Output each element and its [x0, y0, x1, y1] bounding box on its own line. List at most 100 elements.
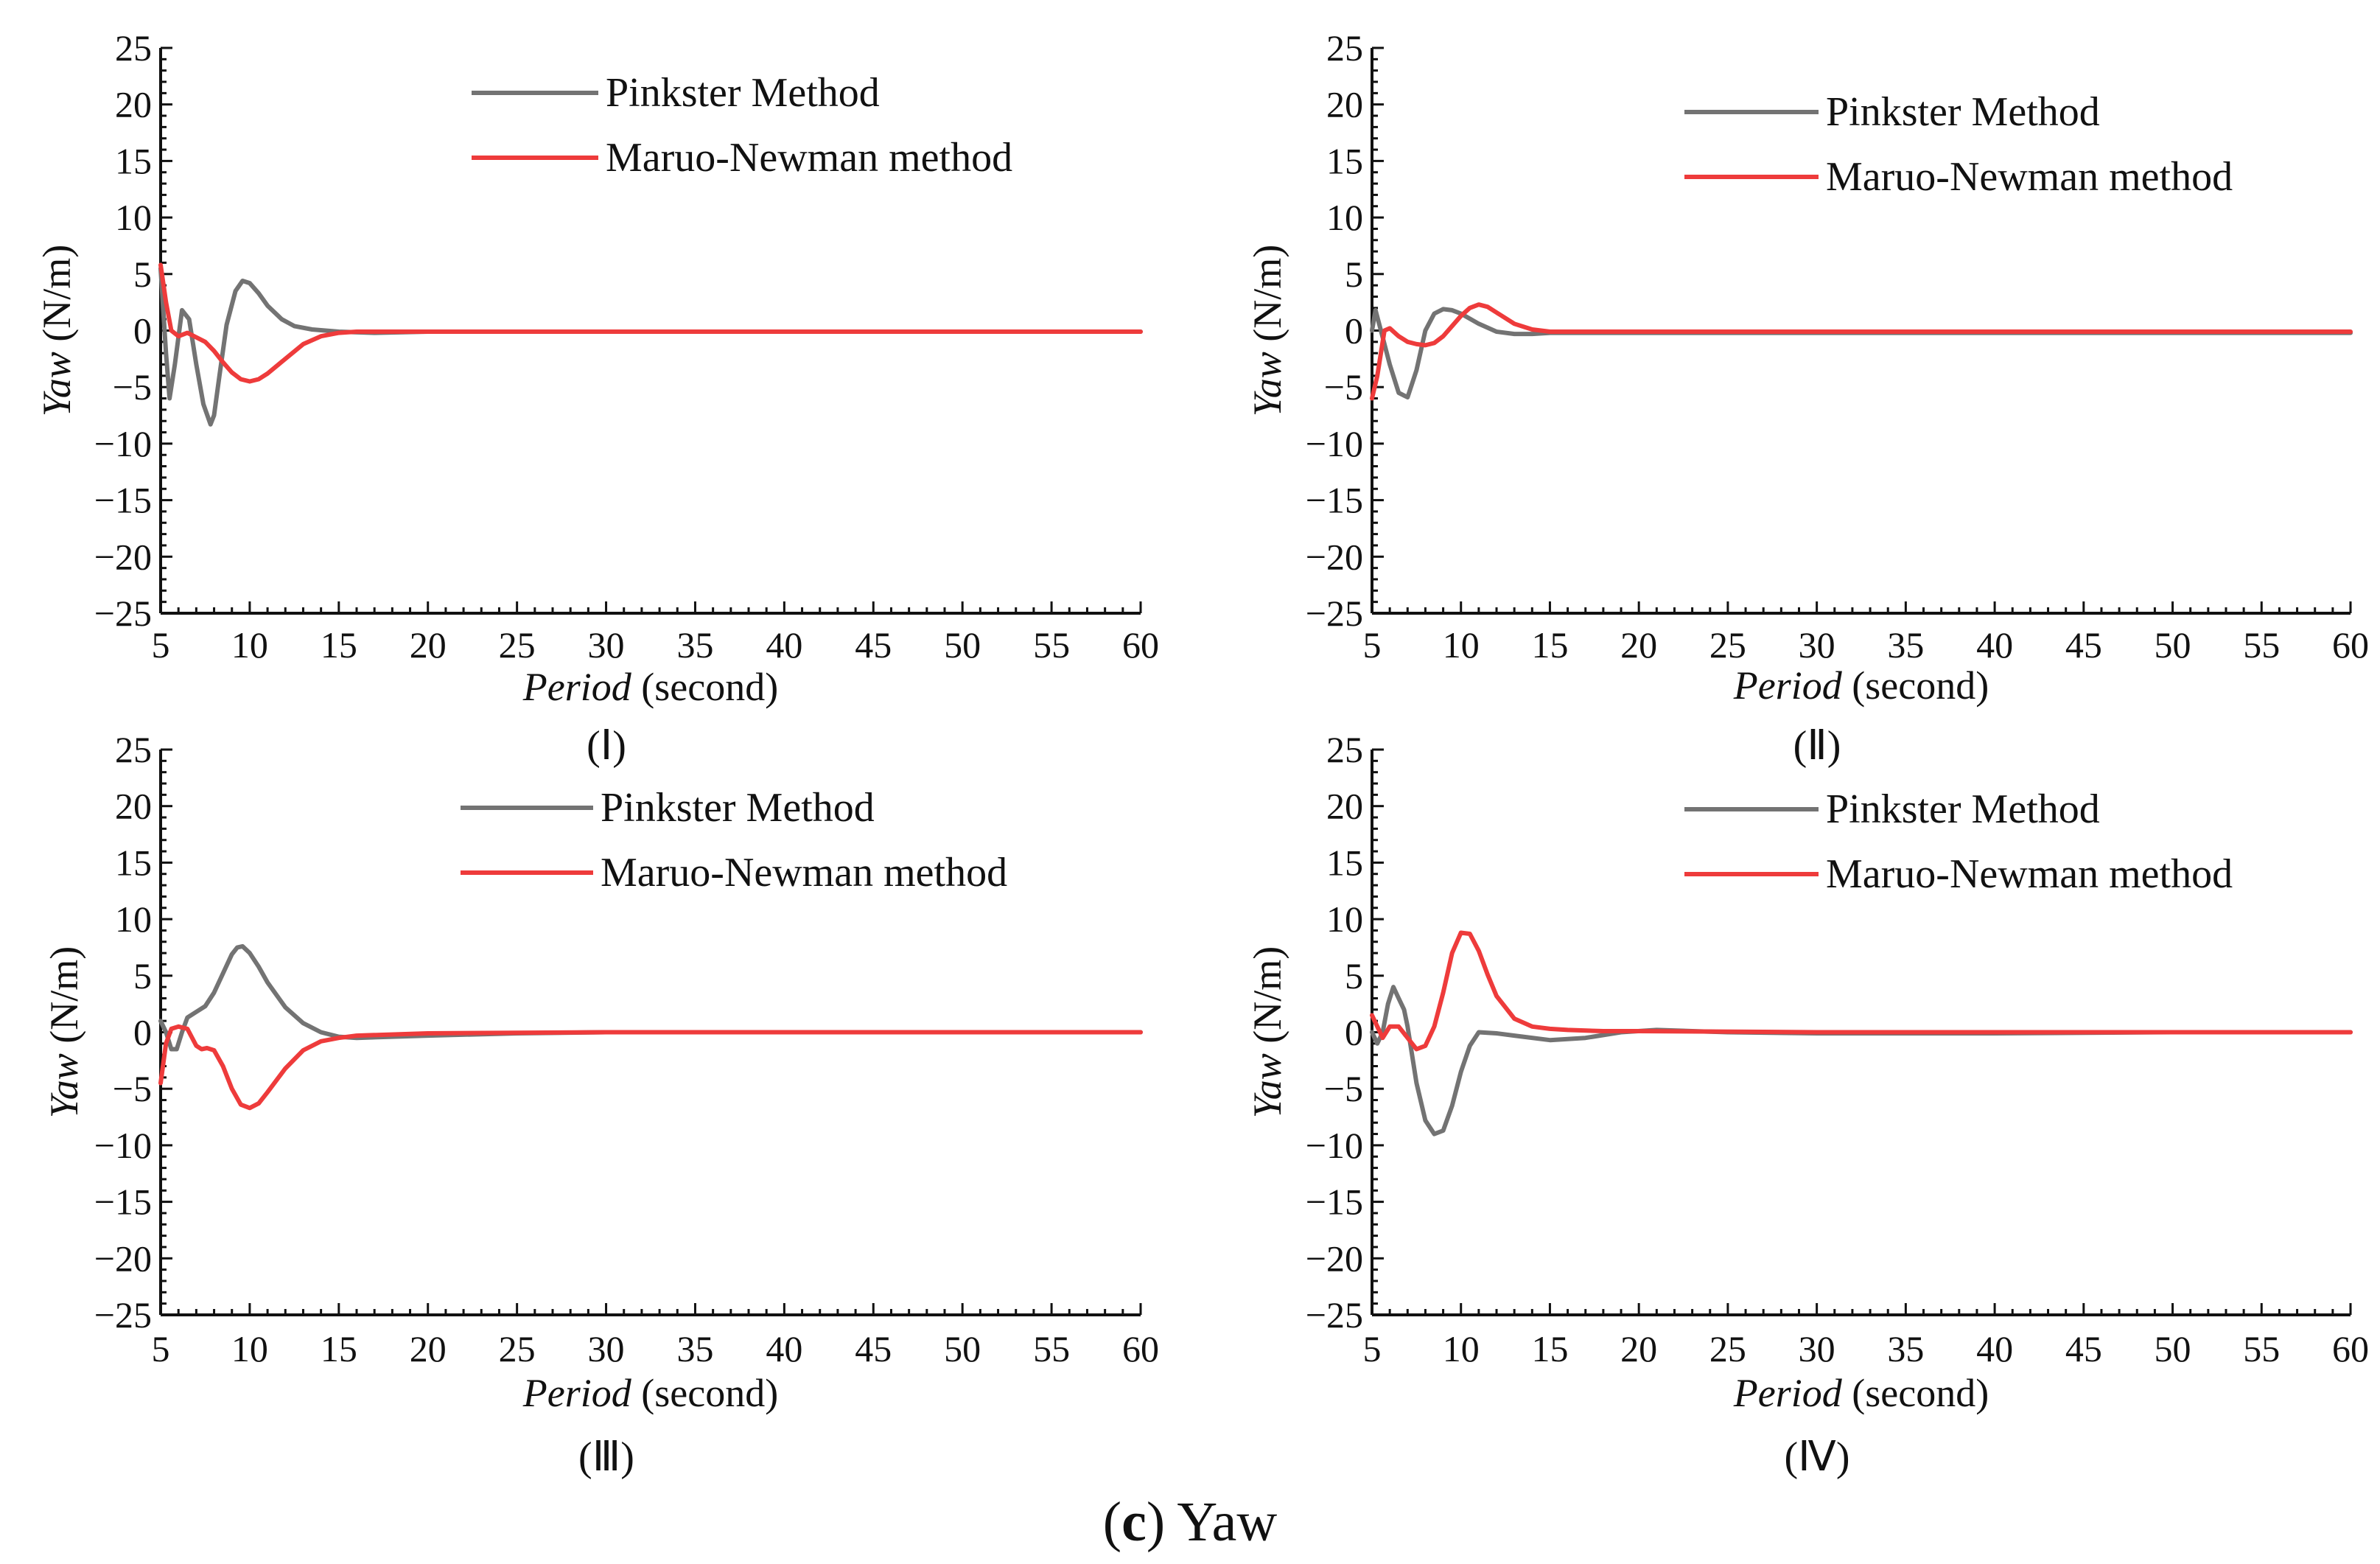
- y-tick-label: −10: [1306, 1125, 1363, 1166]
- x-axis-label-unit: (second): [1842, 663, 1989, 708]
- series-line-pinkster: [158, 266, 1143, 427]
- x-tick-label: 10: [231, 1328, 268, 1369]
- y-tick-label: −5: [1324, 366, 1363, 408]
- y-tick-label: −25: [1306, 1294, 1363, 1336]
- y-axis-label: Yaw (N/m): [1245, 245, 1289, 417]
- x-tick-label: 55: [2243, 1328, 2280, 1369]
- panel-label: (Ⅳ): [1785, 1434, 1850, 1480]
- y-tick-label: 20: [115, 786, 152, 827]
- y-tick-label: 20: [1326, 84, 1363, 125]
- x-tick-label: 10: [1443, 624, 1480, 666]
- x-tick-label: 45: [855, 624, 892, 666]
- y-tick-label: 0: [133, 310, 152, 352]
- y-axis-label-italic: Yaw: [1245, 1053, 1289, 1118]
- x-tick-label: 45: [855, 1328, 892, 1369]
- y-axis-label-italic: Yaw: [1245, 352, 1289, 416]
- x-axis-label-italic: Period: [522, 1371, 632, 1415]
- panel-label: (Ⅲ): [578, 1434, 634, 1480]
- y-tick-label: 5: [1345, 955, 1363, 996]
- legend-label-pinkster: Pinkster Method: [606, 70, 880, 116]
- y-axis-label-unit: (N/m): [1245, 245, 1289, 352]
- y-tick-label: 15: [1326, 140, 1363, 181]
- x-tick-label: 5: [1363, 1328, 1382, 1369]
- y-tick-label: 0: [1345, 310, 1363, 352]
- x-tick-label: 30: [1799, 1328, 1835, 1369]
- legend-label-pinkster: Pinkster Method: [601, 785, 875, 831]
- panel-label: (Ⅱ): [1793, 723, 1841, 769]
- y-tick-label: 5: [133, 254, 152, 295]
- y-tick-label: 5: [133, 955, 152, 996]
- legend-label-pinkster: Pinkster Method: [1826, 786, 2100, 832]
- y-tick-label: 20: [1326, 786, 1363, 827]
- x-tick-label: 25: [1709, 624, 1746, 666]
- x-tick-label: 55: [2243, 624, 2280, 666]
- x-tick-label: 20: [410, 1328, 447, 1369]
- x-tick-label: 55: [1033, 624, 1070, 666]
- y-axis-label-italic: Yaw: [42, 1053, 86, 1118]
- legend-label-maruo-newman: Maruo-Newman method: [1826, 851, 2233, 897]
- x-tick-label: 50: [944, 1328, 981, 1369]
- y-tick-label: 0: [133, 1012, 152, 1053]
- series-line-pinkster: [1370, 307, 2353, 399]
- figure-caption: (c) Yaw: [1103, 1491, 1278, 1553]
- x-tick-label: 10: [1443, 1328, 1480, 1369]
- y-axis-label: Yaw (N/m): [42, 946, 86, 1119]
- y-tick-label: −15: [1306, 1181, 1363, 1223]
- y-tick-label: −15: [94, 1181, 152, 1223]
- y-tick-label: −15: [1306, 480, 1363, 521]
- x-tick-label: 45: [2065, 624, 2102, 666]
- y-tick-label: 5: [1345, 254, 1363, 295]
- y-tick-label: 15: [115, 140, 152, 181]
- y-tick-label: −25: [1306, 593, 1363, 634]
- x-axis-label-italic: Period: [522, 665, 632, 709]
- y-tick-label: −20: [94, 536, 152, 577]
- x-axis-label: Period (second): [1733, 1371, 1989, 1415]
- x-tick-label: 15: [1531, 1328, 1568, 1369]
- y-tick-label: 25: [115, 729, 152, 770]
- x-axis-label-unit: (second): [631, 665, 778, 709]
- x-tick-label: 60: [1122, 1328, 1159, 1369]
- x-tick-label: 30: [1799, 624, 1835, 666]
- x-tick-label: 20: [1620, 1328, 1657, 1369]
- y-tick-label: −10: [94, 1125, 152, 1166]
- series-line-maruo-newman: [158, 1024, 1143, 1111]
- y-tick-label: 10: [115, 898, 152, 940]
- y-tick-label: 20: [115, 84, 152, 125]
- y-axis-label-unit: (N/m): [35, 245, 79, 352]
- y-axis-label: Yaw (N/m): [1245, 946, 1289, 1119]
- x-axis-label-italic: Period: [1733, 663, 1843, 708]
- series-line-maruo-newman: [1370, 930, 2353, 1052]
- x-tick-label: 50: [2155, 624, 2191, 666]
- x-tick-label: 5: [152, 624, 170, 666]
- y-axis-label: Yaw (N/m): [35, 245, 79, 417]
- x-tick-label: 35: [1887, 624, 1924, 666]
- y-tick-label: 15: [1326, 842, 1363, 883]
- x-tick-label: 40: [766, 624, 802, 666]
- y-tick-label: 25: [115, 27, 152, 69]
- y-tick-label: 10: [115, 197, 152, 238]
- panel-label: (Ⅰ): [587, 723, 626, 769]
- y-tick-label: −5: [113, 366, 152, 408]
- x-tick-label: 15: [321, 1328, 357, 1369]
- y-tick-label: −10: [94, 423, 152, 464]
- x-axis-label: Period (second): [1733, 663, 1989, 708]
- x-tick-label: 40: [766, 1328, 802, 1369]
- y-tick-label: −20: [1306, 1237, 1363, 1279]
- x-tick-label: 30: [588, 1328, 625, 1369]
- x-tick-label: 15: [321, 624, 357, 666]
- legend-label-pinkster: Pinkster Method: [1826, 89, 2100, 135]
- series-line-pinkster: [1370, 985, 2353, 1137]
- x-tick-label: 60: [1122, 624, 1159, 666]
- x-tick-label: 45: [2065, 1328, 2102, 1369]
- y-tick-label: −25: [94, 593, 152, 634]
- legend-label-maruo-newman: Maruo-Newman method: [1826, 154, 2233, 200]
- x-axis-label-unit: (second): [631, 1371, 778, 1415]
- legend-label-maruo-newman: Maruo-Newman method: [601, 850, 1007, 896]
- x-tick-label: 35: [1887, 1328, 1924, 1369]
- y-tick-label: 25: [1326, 729, 1363, 770]
- x-tick-label: 20: [410, 624, 447, 666]
- x-tick-label: 5: [152, 1328, 170, 1369]
- series-line-maruo-newman: [158, 262, 1143, 384]
